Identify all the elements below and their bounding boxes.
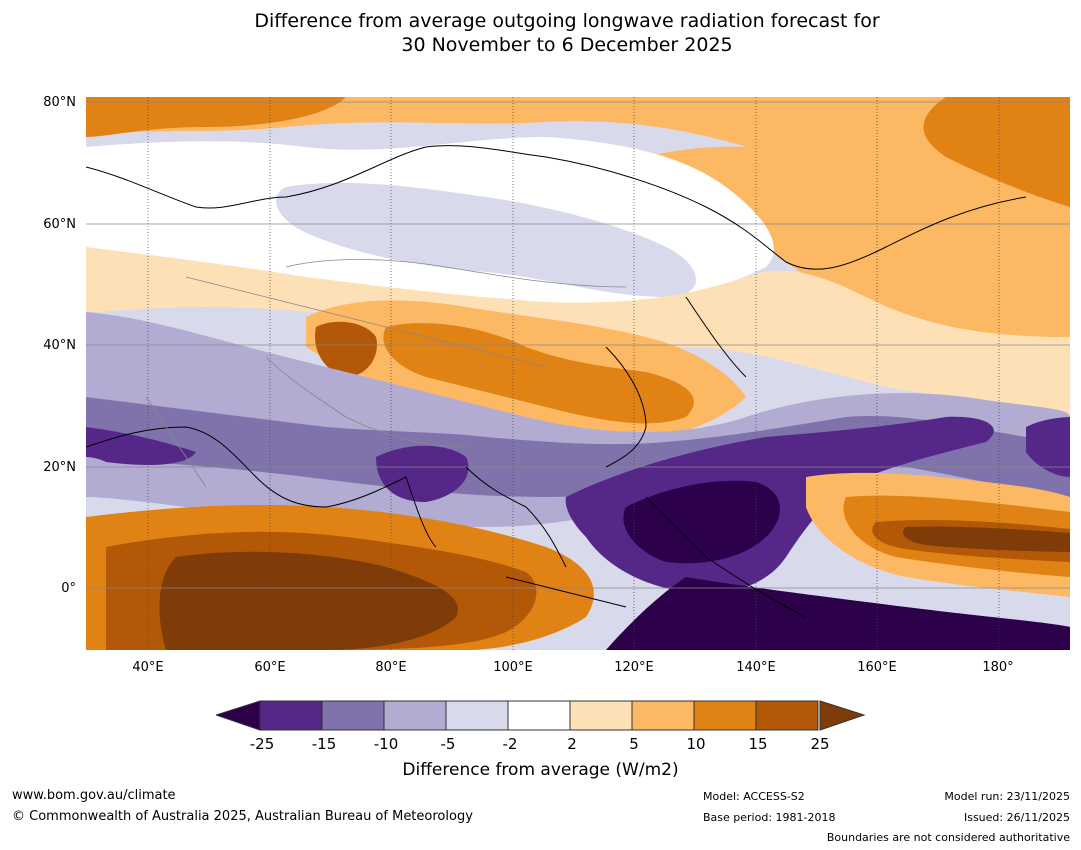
colorbar-tick: 10 bbox=[686, 735, 706, 753]
siberia-orange bbox=[646, 146, 1070, 357]
lon-label-160e: 160°E bbox=[857, 660, 897, 675]
west-pacific-deep-purple bbox=[623, 480, 780, 564]
colorbar-tick: 5 bbox=[629, 735, 639, 753]
central-asia-pale-purple bbox=[276, 182, 696, 297]
colorbar-segment bbox=[383, 700, 447, 731]
graticule bbox=[147, 97, 1000, 650]
colorbar-segment bbox=[755, 700, 819, 731]
colorbar-segment bbox=[321, 700, 385, 731]
lat-label-0: 0° bbox=[61, 581, 76, 596]
lon-label-100e: 100°E bbox=[493, 660, 533, 675]
base-period: Base period: 1981-2018 bbox=[703, 811, 836, 824]
lat-label-80n: 80°N bbox=[43, 95, 76, 110]
latitude-lines bbox=[86, 101, 1070, 589]
east-pacific-purple-blob bbox=[1026, 417, 1070, 477]
south-pacific-deep-purple bbox=[606, 577, 1070, 650]
map-title: Difference from average outgoing longwav… bbox=[0, 9, 1081, 57]
title-line-1: Difference from average outgoing longwav… bbox=[254, 10, 880, 32]
east-pacific-deep-brown bbox=[902, 526, 1070, 552]
colorbar-tick: -15 bbox=[311, 735, 337, 753]
tropics-medium-purple bbox=[86, 397, 1070, 497]
colorbar-segment bbox=[693, 700, 757, 731]
colorbar-segment bbox=[445, 700, 509, 731]
title-line-2: 30 November to 6 December 2025 bbox=[401, 34, 733, 56]
model-run-date: Model run: 23/11/2025 bbox=[944, 790, 1070, 803]
colorbar-tick: -10 bbox=[373, 735, 399, 753]
arctic-orange-band bbox=[86, 97, 1070, 217]
colorbar-title: Difference from average (W/m2) bbox=[402, 760, 679, 780]
country-borders bbox=[145, 259, 627, 488]
lat-label-60n: 60°N bbox=[43, 217, 76, 232]
bay-of-bengal-dark-purple bbox=[376, 445, 469, 502]
colorbar-low-arrow bbox=[216, 700, 261, 731]
arabian-sea-dark-purple bbox=[86, 427, 196, 465]
colorbar-segment bbox=[569, 700, 633, 731]
colorbar-high-arrow bbox=[819, 700, 866, 731]
lon-label-140e: 140°E bbox=[736, 660, 776, 675]
boundaries-disclaimer: Boundaries are not considered authoritat… bbox=[826, 831, 1070, 844]
issued-date: Issued: 26/11/2025 bbox=[963, 811, 1070, 824]
lon-label-120e: 120°E bbox=[614, 660, 654, 675]
lon-label-60e: 60°E bbox=[254, 660, 286, 675]
indian-ocean-deep-brown bbox=[159, 551, 458, 650]
copyright-text: © Commonwealth of Australia 2025, Austra… bbox=[12, 809, 473, 824]
china-dark-orange bbox=[383, 323, 694, 424]
colorbar-segment bbox=[631, 700, 695, 731]
lon-label-80e: 80°E bbox=[375, 660, 407, 675]
lon-label-40e: 40°E bbox=[132, 660, 164, 675]
northwest-orange bbox=[86, 97, 346, 137]
colorbar-tick: -2 bbox=[502, 735, 518, 753]
colorbar-tick: -25 bbox=[249, 735, 275, 753]
colorbar-tick: 2 bbox=[567, 735, 577, 753]
colorbar-tick: 25 bbox=[810, 735, 830, 753]
colorbar bbox=[216, 700, 866, 731]
colorbar-segment bbox=[259, 700, 323, 731]
lat-label-20n: 20°N bbox=[43, 460, 76, 475]
model-name: Model: ACCESS-S2 bbox=[703, 790, 805, 803]
tibet-brown bbox=[315, 321, 377, 377]
colorbar-tick: -5 bbox=[440, 735, 456, 753]
colorbar-segment bbox=[507, 700, 571, 731]
map-canvas bbox=[86, 97, 1070, 650]
colorbar-segments bbox=[259, 700, 819, 731]
lon-label-180: 180° bbox=[982, 660, 1014, 675]
olr-anomaly-map bbox=[86, 97, 1070, 650]
website-link[interactable]: www.bom.gov.au/climate bbox=[12, 788, 176, 803]
colorbar-tick: 15 bbox=[748, 735, 768, 753]
coastlines bbox=[86, 145, 1027, 618]
lat-label-40n: 40°N bbox=[43, 338, 76, 353]
pacific-north-dark-orange bbox=[923, 97, 1070, 207]
